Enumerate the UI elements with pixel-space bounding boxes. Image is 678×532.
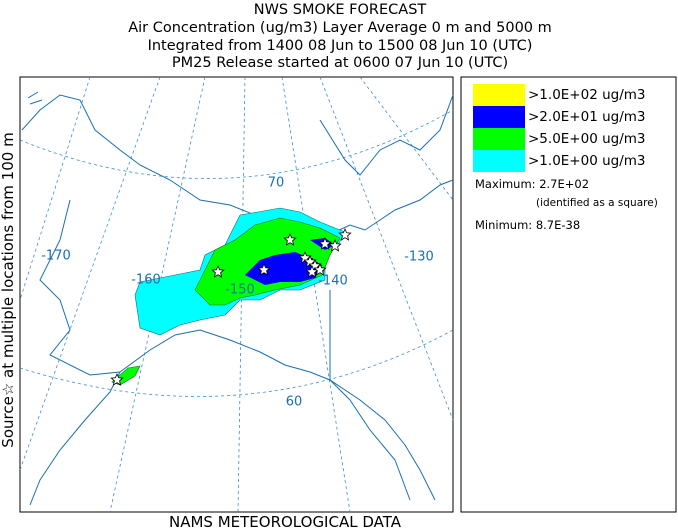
meridian	[319, 76, 454, 421]
legend-swatch	[473, 106, 525, 128]
legend-label: >5.0E+00 ug/m3	[528, 131, 646, 147]
maximum: Maximum: 2.7E+02	[475, 177, 589, 191]
source-star	[110, 372, 124, 386]
source-star	[318, 236, 332, 250]
source-star	[313, 262, 327, 276]
title: NWS SMOKE FORECAST	[254, 2, 427, 18]
parallel	[19, 109, 454, 179]
subtitle: Integrated from 1400 08 Jun to 1500 08 J…	[148, 38, 533, 54]
map: 70 -170 -160 -150 -140 -130 60	[19, 76, 454, 513]
subtitle: PM25 Release started at 0600 07 Jun 10 (…	[172, 55, 508, 71]
legend-swatch	[473, 128, 525, 150]
source-star	[283, 232, 297, 246]
source-star	[211, 264, 225, 278]
graticule-label: -160	[131, 273, 161, 288]
coastline	[27, 91, 43, 105]
coastline	[364, 179, 454, 231]
coastline	[119, 329, 436, 501]
maximum-note: (identified as a square)	[536, 197, 658, 209]
subtitle: Air Concentration (ug/m3) Layer Average …	[128, 20, 552, 36]
minimum: Minimum: 8.7E-38	[475, 218, 580, 232]
legend: >1.0E+02 ug/m3 >2.0E+01 ug/m3 >5.0E+00 ug/…	[460, 76, 677, 513]
graticule-label: 70	[268, 176, 285, 191]
legend-swatch	[473, 84, 525, 106]
graticule-label: -170	[41, 249, 71, 264]
legend-label: >1.0E+00 ug/m3	[528, 153, 646, 169]
map-labels: 70 -170 -160 -150 -140 -130 60	[41, 176, 434, 410]
graticule-label: 60	[286, 395, 303, 410]
footer: NAMS METEOROLOGICAL DATA	[169, 513, 402, 531]
source-star	[257, 262, 271, 276]
meridian	[281, 76, 351, 513]
legend-swatch	[473, 150, 525, 172]
parallel	[19, 329, 454, 397]
coastline	[29, 199, 121, 506]
graticule-label: -140	[318, 274, 348, 289]
legend-label: >1.0E+02 ug/m3	[528, 87, 646, 103]
border	[329, 379, 411, 501]
graticule-label: -150	[225, 283, 255, 298]
meridian	[19, 76, 91, 301]
source-star	[328, 238, 342, 252]
meridian	[359, 76, 454, 201]
legend-label: >2.0E+01 ug/m3	[528, 109, 646, 125]
sources	[110, 227, 352, 386]
side-label: Source☆ at multiple locations from 100 m	[0, 132, 17, 447]
coastline	[319, 94, 454, 176]
source-star	[338, 227, 352, 241]
legend-entries: >1.0E+02 ug/m3 >2.0E+01 ug/m3 >5.0E+00 ug/…	[473, 84, 646, 172]
graticule-label: -130	[404, 250, 434, 265]
